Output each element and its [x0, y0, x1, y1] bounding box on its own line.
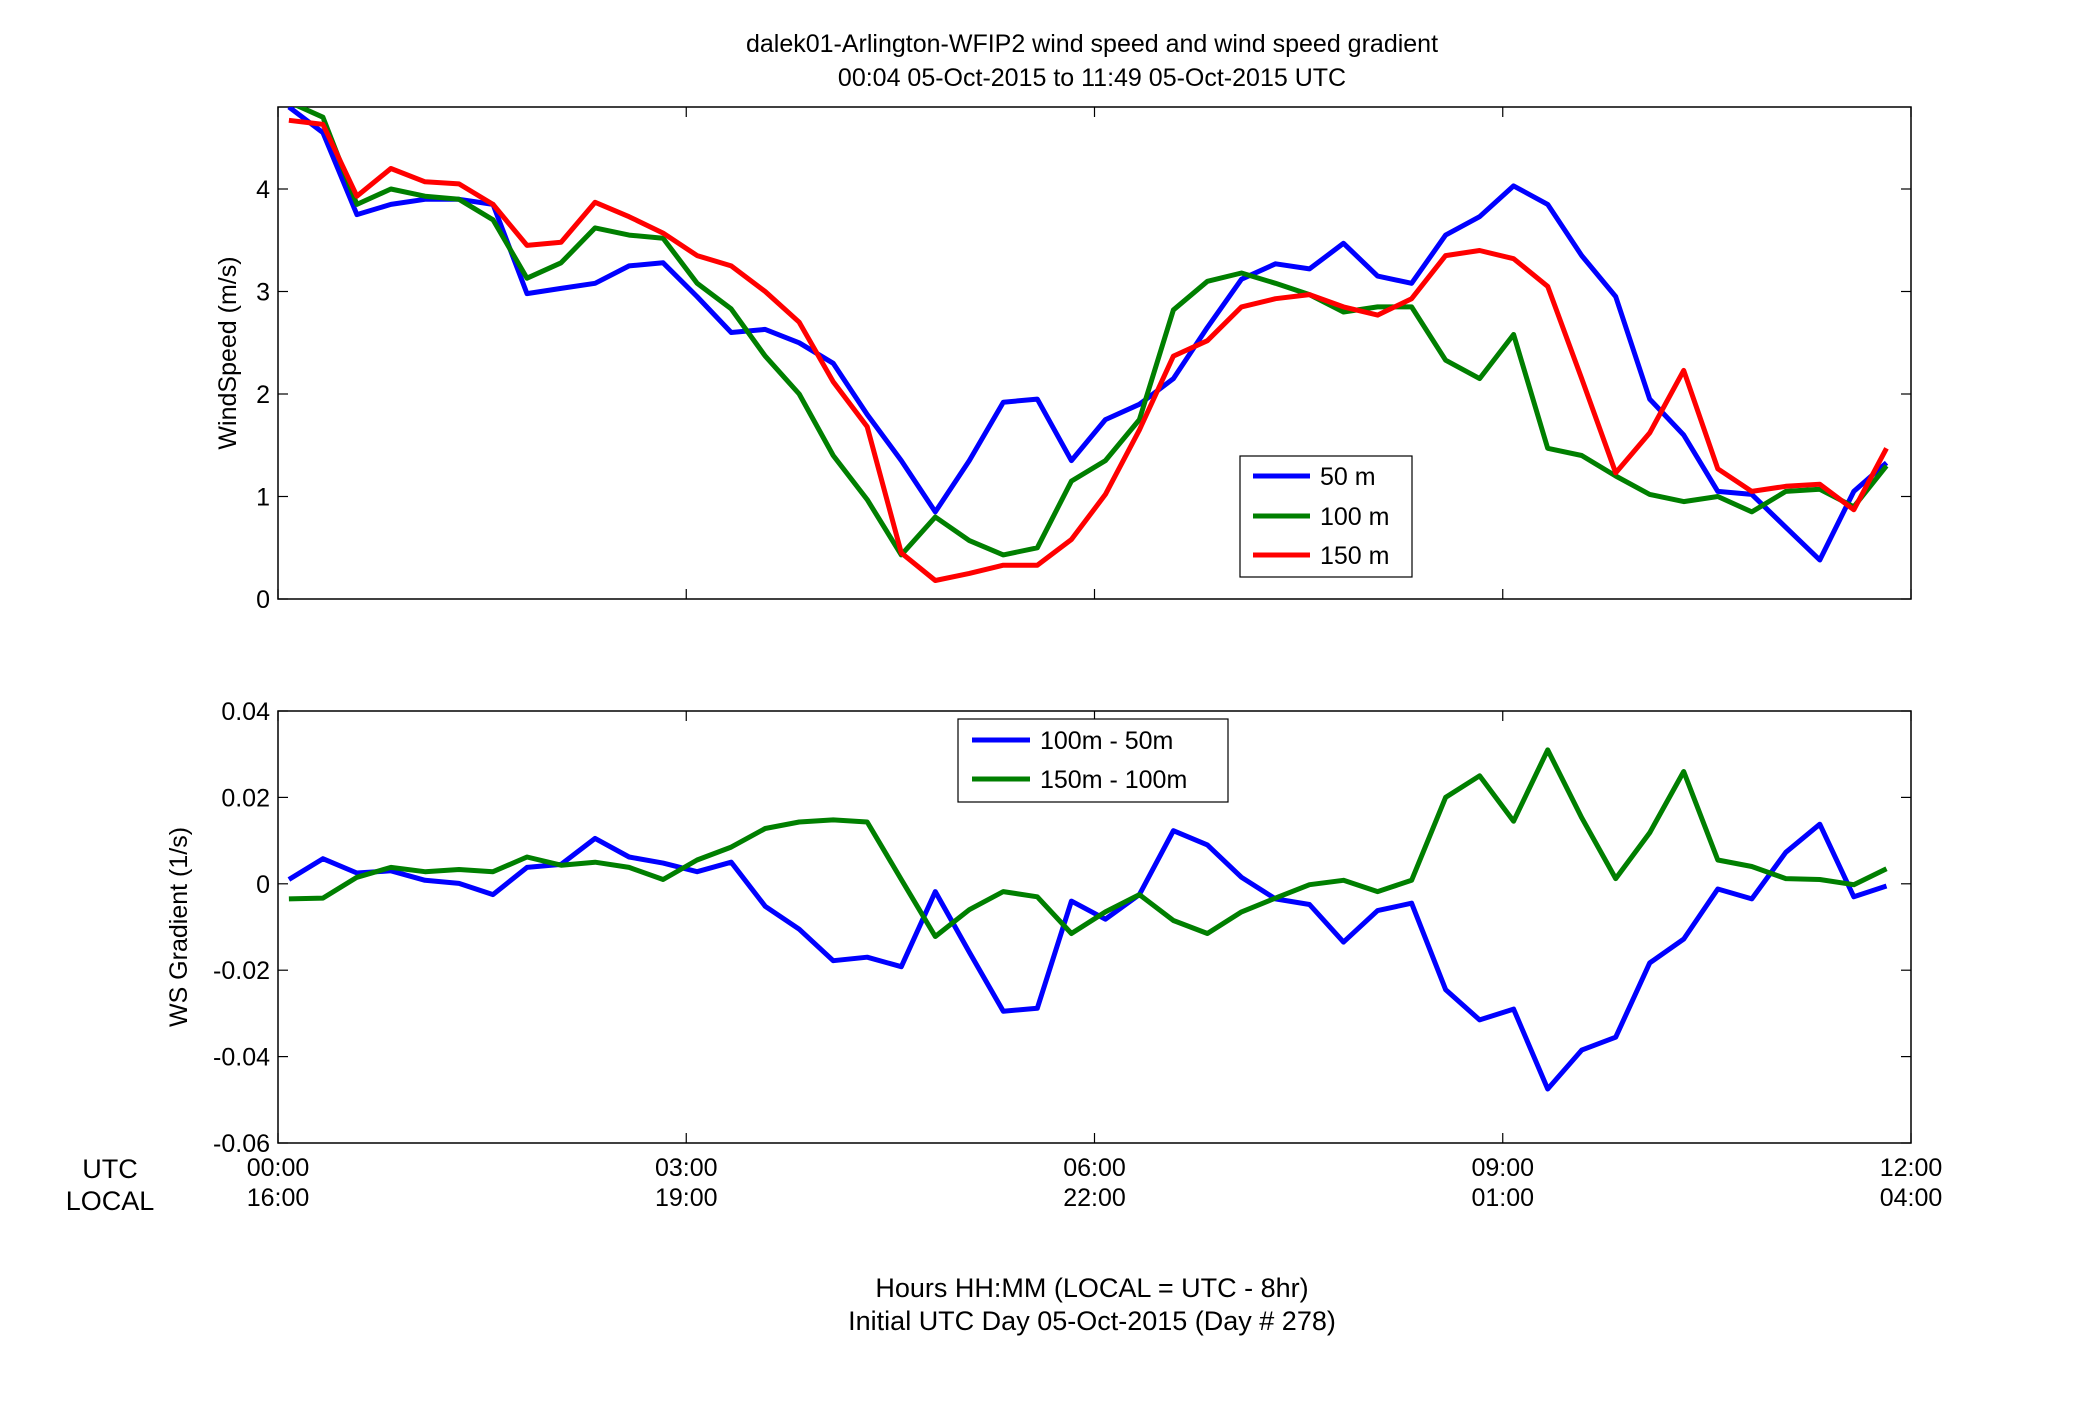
- chart-title: dalek01-Arlington-WFIP2 wind speed and w…: [746, 30, 1438, 58]
- xtick-label-local: 22:00: [1063, 1184, 1126, 1212]
- xtick-label-local: 19:00: [655, 1184, 718, 1212]
- gradient-legend: 100m - 50m 150m - 100m: [957, 718, 1229, 803]
- wind-speed-series: [287, 107, 1889, 583]
- wind-speed-y-axis-label: WindSpeed (m/s): [214, 256, 242, 449]
- gradient-ytick-label: 0.04: [221, 698, 270, 726]
- gradient-line-150m-100m: [288, 747, 1888, 939]
- gradient-y-axis-label: WS Gradient (1/s): [165, 827, 193, 1027]
- gradient-ytick-label: -0.06: [213, 1130, 270, 1158]
- gradient-ytick-label: -0.04: [213, 1044, 270, 1072]
- local-row-label: LOCAL: [66, 1186, 155, 1216]
- legend-label-150m: 150 m: [1320, 542, 1389, 570]
- xtick-label-local: 01:00: [1471, 1184, 1534, 1212]
- legend-label-50m: 50 m: [1320, 463, 1376, 491]
- wind-speed-line-100-m: [294, 107, 1889, 558]
- chart-subtitle: 00:04 05-Oct-2015 to 11:49 05-Oct-2015 U…: [838, 64, 1346, 92]
- xtick-label-utc: 03:00: [655, 1154, 718, 1182]
- xtick-label-utc: 12:00: [1880, 1154, 1943, 1182]
- utc-row-label: UTC: [82, 1154, 138, 1184]
- legend-label-100m: 100 m: [1320, 503, 1389, 531]
- gradient-ytick-label: -0.02: [213, 957, 270, 985]
- wind-speed-axis-ticks: 0 1 2 3 4: [256, 107, 1912, 614]
- x-axis-sublabel: Initial UTC Day 05-Oct-2015 (Day # 278): [848, 1306, 1336, 1336]
- xtick-label-utc: 06:00: [1063, 1154, 1126, 1182]
- gradient-series: [287, 747, 1888, 1092]
- xtick-label-utc: 00:00: [247, 1154, 310, 1182]
- wind-speed-line-150-m: [288, 117, 1889, 583]
- legend-label-150m-100m: 150m - 100m: [1040, 766, 1187, 794]
- wind-speed-line-50-m: [287, 107, 1889, 563]
- wind-speed-ytick-label: 3: [256, 279, 270, 307]
- wind-speed-ytick-label: 4: [256, 176, 270, 204]
- wind-speed-legend: 50 m 100 m 150 m: [1239, 455, 1413, 578]
- legend-label-100m-50m: 100m - 50m: [1040, 727, 1173, 755]
- gradient-ytick-label: 0: [256, 871, 270, 899]
- xtick-label-local: 04:00: [1880, 1184, 1943, 1212]
- wind-speed-ytick-label: 0: [256, 586, 270, 614]
- xtick-label-local: 16:00: [247, 1184, 310, 1212]
- gradient-panel: -0.06 -0.04 -0.02 0 0.02 0.04 WS Gradient (1/…: [165, 698, 1912, 1158]
- wind-speed-ytick-label: 1: [256, 484, 270, 512]
- x-axis-label: Hours HH:MM (LOCAL = UTC - 8hr): [875, 1273, 1308, 1303]
- gradient-legend-box: [957, 718, 1229, 803]
- wind-speed-ytick-label: 2: [256, 381, 270, 409]
- xtick-label-utc: 09:00: [1471, 1154, 1534, 1182]
- wind-speed-plot-area: [277, 106, 1912, 600]
- gradient-axis-ticks: -0.06 -0.04 -0.02 0 0.02 0.04: [213, 698, 1912, 1158]
- wind-speed-panel: 0 1 2 3 4 WindSpeed (m/s) 50 m 100 m 150 m: [214, 106, 1912, 614]
- gradient-ytick-label: 0.02: [221, 784, 270, 812]
